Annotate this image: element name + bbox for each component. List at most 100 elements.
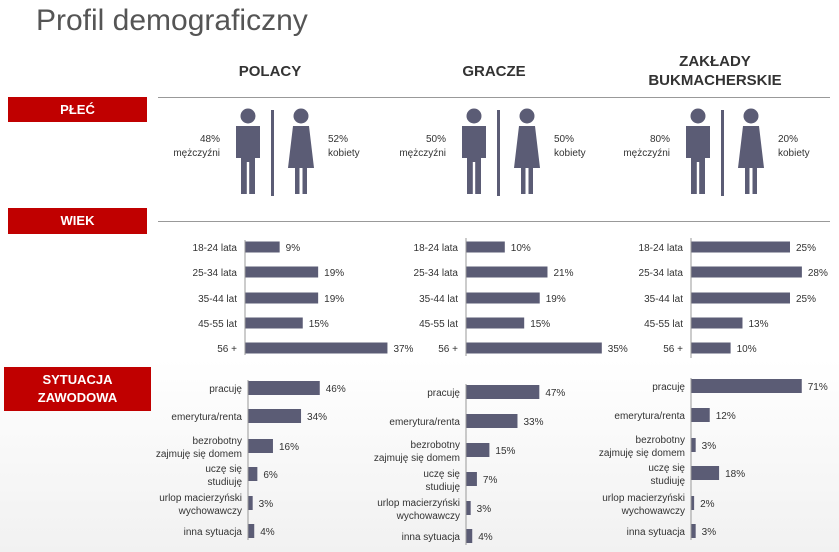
gender-women-zaklady: 20% kobiety xyxy=(778,133,810,161)
job-bar-polacy xyxy=(248,439,273,453)
age-bar-gracze xyxy=(466,317,525,329)
age-bar-zaklady xyxy=(691,241,790,253)
job-label-line: studiuję xyxy=(651,476,686,487)
job-bar-gracze xyxy=(466,385,540,399)
age-bar-zaklady xyxy=(691,317,743,329)
men-label: mężczyźni xyxy=(173,148,220,159)
gender-men-gracze: 50% mężczyźni xyxy=(376,133,446,161)
job-label-line: uczę się xyxy=(423,469,460,480)
job-value-zaklady: 3% xyxy=(702,441,717,452)
job-label-gracze-emerytura-renta: emerytura/renta xyxy=(389,417,460,428)
man-icon xyxy=(236,108,260,194)
age-label-zaklady: 35-44 lat xyxy=(644,294,683,305)
job-bar-polacy xyxy=(248,496,253,510)
column-header-zaklady: ZAKŁADY BUKMACHERSKIE xyxy=(630,52,800,90)
column-header-gracze: GRACZE xyxy=(462,63,526,80)
job-label-gracze-uczę-się: uczę się studiuję xyxy=(423,469,460,493)
age-value-zaklady: 28% xyxy=(808,268,828,279)
job-bar-gracze xyxy=(466,443,490,457)
job-label-line: wychowawczy xyxy=(621,506,685,517)
page-title: Profil demograficzny xyxy=(36,4,308,37)
women-pct: 50% xyxy=(554,134,575,145)
job-label-line: urlop macierzyński xyxy=(602,493,685,504)
job-label-line: wychowawczy xyxy=(178,506,242,517)
job-value-polacy: 6% xyxy=(263,470,278,481)
age-value-gracze: 35% xyxy=(608,344,628,355)
job-label-line: bezrobotny xyxy=(411,440,460,451)
job-bar-zaklady xyxy=(691,466,720,480)
column-header-zaklady-line2: BUKMACHERSKIE xyxy=(648,72,782,89)
job-label-gracze-inna-sytuacja: inna sytuacja xyxy=(402,532,461,543)
job-label-zaklady-uczę-się: uczę się studiuję xyxy=(648,463,685,487)
section-label-job-line2: ZAWODOWA xyxy=(37,390,118,405)
job-bar-zaklady xyxy=(691,408,710,422)
section-label-job: SYTUACJA ZAWODOWA xyxy=(4,367,151,411)
gender-men-polacy: 48% mężczyźni xyxy=(150,133,220,161)
job-value-polacy: 16% xyxy=(279,442,299,453)
age-value-gracze: 10% xyxy=(511,243,531,254)
age-label-gracze: 18-24 lata xyxy=(414,243,459,254)
job-label-zaklady-inna-sytuacja: inna sytuacja xyxy=(627,527,686,538)
age-label-gracze: 56 + xyxy=(438,344,458,355)
job-bar-gracze xyxy=(466,529,473,543)
job-label-zaklady-urlop-macierzyński: urlop macierzyński wychowawczy xyxy=(602,493,685,517)
job-label-line: uczę się xyxy=(648,463,685,474)
age-label-gracze: 35-44 lat xyxy=(419,294,458,305)
women-label: kobiety xyxy=(778,148,810,159)
gender-women-polacy: 52% kobiety xyxy=(328,133,360,161)
age-bar-gracze xyxy=(466,292,540,304)
job-label-line: bezrobotny xyxy=(193,436,242,447)
column-header-zaklady-line1: ZAKŁADY xyxy=(679,53,751,70)
age-bar-polacy xyxy=(245,317,303,329)
job-label-polacy-urlop-macierzyński: urlop macierzyński wychowawczy xyxy=(159,493,242,517)
job-bar-polacy xyxy=(248,409,302,423)
job-label-line: urlop macierzyński xyxy=(159,493,242,504)
job-value-zaklady: 18% xyxy=(725,469,745,480)
job-bar-zaklady xyxy=(691,438,696,452)
man-icon xyxy=(686,108,710,194)
job-label-line: zajmuję się domem xyxy=(599,448,685,459)
age-label-gracze: 25-34 lata xyxy=(414,268,459,279)
job-bar-gracze xyxy=(466,472,477,486)
age-bar-zaklady xyxy=(691,292,790,304)
age-value-gracze: 15% xyxy=(530,319,550,330)
job-label-line: zajmuję się domem xyxy=(374,453,460,464)
men-pct: 80% xyxy=(649,134,670,145)
woman-icon xyxy=(738,108,764,194)
man-icon xyxy=(462,108,486,194)
job-value-gracze: 3% xyxy=(477,504,492,515)
men-label: mężczyźni xyxy=(399,148,446,159)
age-value-zaklady: 25% xyxy=(796,243,816,254)
job-value-gracze: 33% xyxy=(523,417,543,428)
gender-women-gracze: 50% kobiety xyxy=(554,133,586,161)
age-label-polacy: 18-24 lata xyxy=(193,243,238,254)
age-bar-zaklady xyxy=(691,342,731,354)
job-bar-polacy xyxy=(248,381,320,395)
age-divider-line xyxy=(158,221,830,222)
age-bar-zaklady xyxy=(691,266,802,278)
job-value-zaklady: 71% xyxy=(808,382,828,393)
job-value-zaklady: 2% xyxy=(700,499,715,510)
woman-icon xyxy=(288,108,314,194)
job-bar-zaklady xyxy=(691,496,695,510)
age-value-zaklady: 10% xyxy=(737,344,757,355)
age-label-polacy: 45-55 lat xyxy=(198,319,237,330)
job-label-line: studiuję xyxy=(426,482,461,493)
job-bar-gracze xyxy=(466,501,471,515)
job-label-line: wychowawczy xyxy=(396,511,460,522)
age-label-polacy: 35-44 lat xyxy=(198,294,237,305)
age-bar-polacy xyxy=(245,342,388,354)
job-value-polacy: 3% xyxy=(259,499,274,510)
age-label-zaklady: 56 + xyxy=(663,344,683,355)
age-bar-polacy xyxy=(245,292,319,304)
age-label-zaklady: 25-34 lata xyxy=(639,268,684,279)
age-bar-gracze xyxy=(466,342,602,354)
job-label-polacy-bezrobotny: bezrobotny zajmuję się domem xyxy=(156,436,242,460)
woman-icon xyxy=(514,108,540,194)
job-label-line: bezrobotny xyxy=(636,435,685,446)
women-label: kobiety xyxy=(554,148,586,159)
age-value-zaklady: 25% xyxy=(796,294,816,305)
job-value-polacy: 46% xyxy=(326,384,346,395)
job-bar-polacy xyxy=(248,467,258,481)
job-label-zaklady-pracuję: pracuję xyxy=(652,382,685,393)
